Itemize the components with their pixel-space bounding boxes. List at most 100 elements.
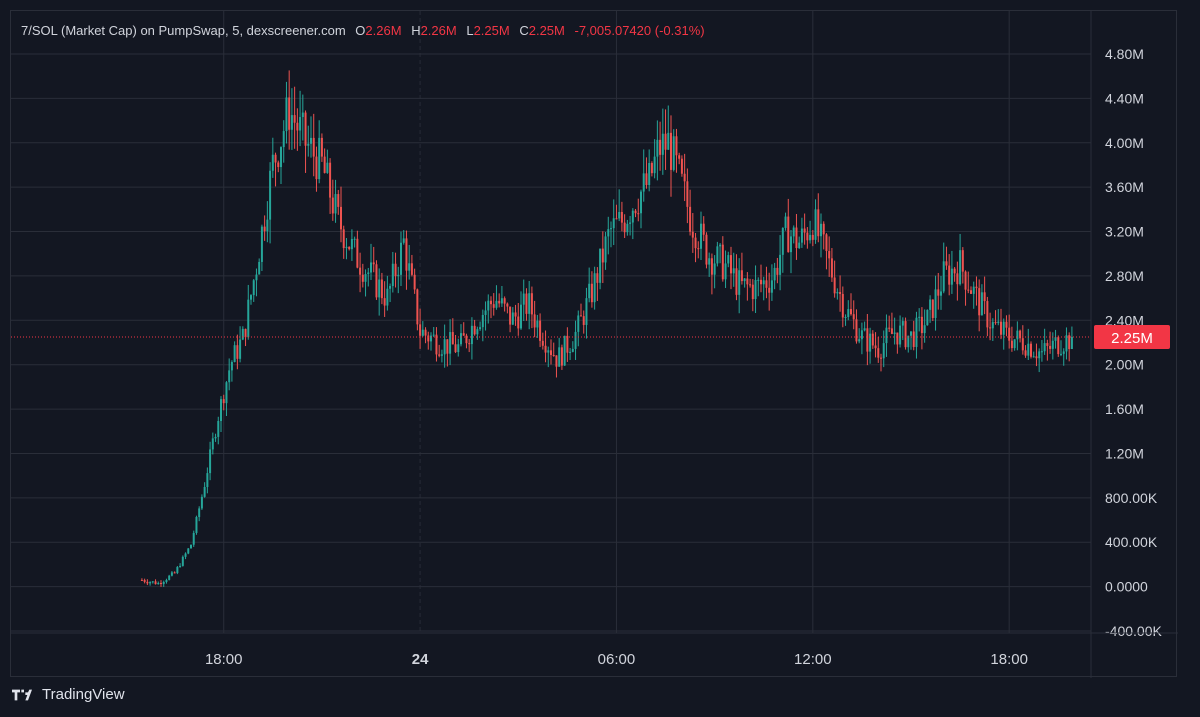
candle-body xyxy=(500,298,503,304)
symbol-legend: 7/SOL (Market Cap) on PumpSwap, 5, dexsc… xyxy=(21,23,705,38)
candle-body xyxy=(151,581,154,583)
candle-body xyxy=(400,242,402,275)
candle-body xyxy=(378,279,381,298)
candle-body xyxy=(850,309,852,315)
candle-body xyxy=(997,321,1000,324)
candle-body xyxy=(1051,340,1054,349)
candlestick-chart[interactable]: 4.80M 4.40M 4.00M 3.60M 3.20M 2.80M 2.40M 2.00M… xyxy=(11,11,1178,678)
candle-body xyxy=(809,234,812,241)
candle-body xyxy=(225,382,228,404)
candle-body xyxy=(1032,356,1035,358)
candle-body xyxy=(187,548,190,554)
y-tick-label: 2.80M xyxy=(1105,268,1144,284)
candle-body xyxy=(372,262,375,265)
candle-body xyxy=(239,339,242,359)
candle-body xyxy=(713,263,716,275)
candle-body xyxy=(975,286,978,289)
candle-body xyxy=(1008,327,1011,341)
candle-body xyxy=(503,298,506,304)
candle-body xyxy=(740,270,743,282)
high-key: H xyxy=(411,23,421,38)
candle-body xyxy=(198,508,201,518)
candle-body xyxy=(451,332,454,345)
candle-body xyxy=(176,567,179,574)
candle-body xyxy=(487,300,490,311)
candle-body xyxy=(528,293,531,314)
candle-body xyxy=(746,278,749,285)
candle-body xyxy=(806,232,809,241)
candle-body xyxy=(222,399,225,404)
candle-body xyxy=(443,339,446,355)
candle-body xyxy=(667,132,670,150)
candle-body xyxy=(700,223,702,249)
candle-body xyxy=(912,331,915,347)
candle-body xyxy=(686,181,689,207)
candle-body xyxy=(263,226,266,232)
candle-body xyxy=(860,330,863,340)
candle-body xyxy=(173,572,176,574)
candle-body xyxy=(931,299,934,318)
candle-body xyxy=(506,303,509,307)
candle-body xyxy=(1005,321,1008,328)
candle-body xyxy=(970,290,972,294)
candle-body xyxy=(942,261,945,292)
candle-body xyxy=(184,553,187,557)
candle-body xyxy=(918,316,921,318)
candle-body xyxy=(730,255,732,274)
candle-body xyxy=(623,222,626,233)
candle-body xyxy=(143,580,146,582)
candle-body xyxy=(1040,351,1043,353)
candle-body xyxy=(1002,321,1005,335)
candle-body xyxy=(980,292,983,316)
candle-body xyxy=(1070,336,1073,350)
candle-body xyxy=(1013,339,1016,349)
candle-body xyxy=(768,287,771,293)
candle-body xyxy=(839,292,842,294)
candle-body xyxy=(405,238,408,271)
candle-body xyxy=(345,246,348,249)
y-tick-label: 2.40M xyxy=(1105,312,1144,328)
candle-body xyxy=(948,265,951,285)
candle-body xyxy=(689,206,692,232)
candle-body xyxy=(544,345,547,353)
close-key: C xyxy=(519,23,529,38)
candle-body xyxy=(615,218,618,220)
candle-body xyxy=(994,322,997,324)
close-value: 2.25M xyxy=(528,23,565,38)
chart-frame[interactable]: 4.80M 4.40M 4.00M 3.60M 3.20M 2.80M 2.40M 2.00M… xyxy=(10,10,1178,678)
candle-body xyxy=(391,263,394,287)
candle-body xyxy=(950,268,953,285)
candle-body xyxy=(468,343,471,345)
candle-body xyxy=(640,191,642,214)
candle-body xyxy=(735,268,738,295)
candle-body xyxy=(907,335,910,348)
candle-body xyxy=(937,289,940,296)
candle-body xyxy=(634,210,637,214)
y-tick-label: 1.20M xyxy=(1105,445,1144,461)
candle-body xyxy=(967,289,970,291)
candle-body xyxy=(367,272,370,275)
candle-body xyxy=(817,209,820,237)
candle-body xyxy=(798,242,801,249)
candle-body xyxy=(825,234,828,252)
candle-body xyxy=(457,344,460,353)
tradingview-branding[interactable]: TradingView xyxy=(12,686,125,703)
candle-body xyxy=(1027,343,1030,356)
candle-body xyxy=(697,248,700,250)
candle-body xyxy=(348,246,351,250)
candle-body xyxy=(721,244,724,280)
candle-body xyxy=(571,348,574,352)
candle-body xyxy=(318,137,321,180)
candle-body xyxy=(416,289,419,325)
candle-body xyxy=(419,324,422,336)
x-tick-label: 12:00 xyxy=(794,651,832,668)
y-tick-label: 4.40M xyxy=(1105,90,1144,106)
candle-body xyxy=(140,579,143,581)
candle-body xyxy=(776,267,779,275)
candle-body xyxy=(880,357,882,359)
candle-body xyxy=(233,345,236,363)
candle-body xyxy=(402,238,405,243)
candle-body xyxy=(326,162,329,173)
candle-body xyxy=(582,316,585,325)
candle-body xyxy=(160,582,162,585)
